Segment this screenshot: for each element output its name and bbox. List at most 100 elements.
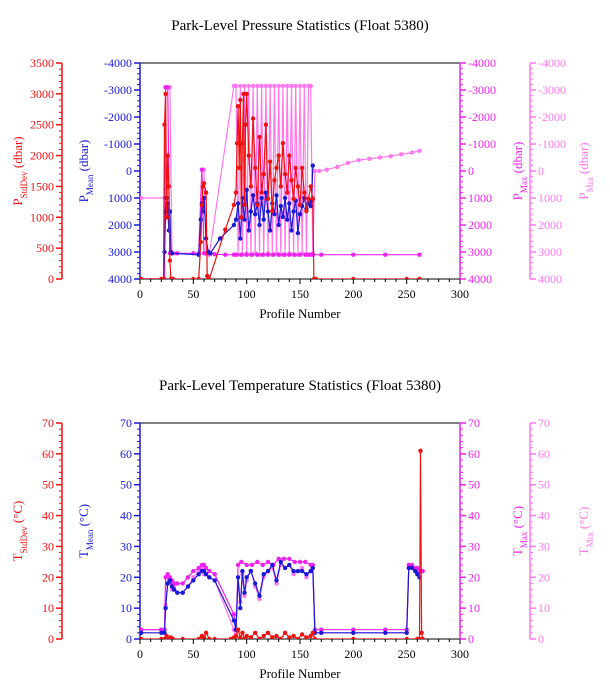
data-point-max	[196, 565, 201, 571]
data-point-max	[249, 252, 255, 257]
y-tick-label-min: 1000	[538, 191, 562, 205]
y-axis-label-max: PMax (dbar)	[510, 142, 529, 201]
data-point-mean	[383, 630, 388, 635]
data-point-min	[250, 83, 256, 89]
data-point-max	[249, 562, 255, 568]
data-point-stddev	[351, 636, 356, 639]
data-point-max	[297, 559, 303, 565]
x-tick-label: 100	[238, 647, 256, 661]
data-point-stddev	[140, 276, 144, 279]
data-point-mean	[413, 568, 418, 574]
data-point-min	[267, 83, 273, 89]
x-tick-label: 150	[291, 647, 309, 661]
x-tick-label: 250	[398, 287, 416, 301]
y-tick-label-max: 70	[468, 416, 480, 430]
data-point-stddev	[404, 636, 409, 639]
data-point-min	[291, 572, 296, 577]
y-tick-label-max: 0	[468, 632, 474, 646]
data-point-max	[239, 559, 244, 565]
data-point-max	[383, 252, 388, 257]
data-point-max	[207, 568, 212, 574]
data-point-mean	[244, 187, 249, 193]
y-tick-label-max: 3000	[468, 245, 492, 259]
data-point-max	[310, 252, 315, 257]
data-point-stddev	[248, 184, 254, 189]
data-point-stddev	[250, 116, 256, 121]
data-point-mean	[201, 568, 207, 574]
data-point-max	[185, 575, 191, 580]
data-point-mean	[295, 568, 301, 574]
data-point-min	[293, 83, 298, 89]
data-point-min	[276, 83, 281, 89]
data-point-min	[312, 168, 318, 174]
y-tick-label-max: 50	[468, 478, 480, 492]
data-point-stddev	[234, 141, 240, 146]
data-point-stddev	[170, 276, 176, 279]
data-point-mean	[259, 195, 264, 201]
data-point-mean	[299, 568, 305, 574]
y-tick-label-stddev: 70	[42, 416, 54, 430]
y-tick-label-stddev: 0	[48, 272, 54, 286]
data-point-mean	[207, 575, 212, 580]
data-point-stddev	[244, 91, 249, 97]
y-tick-label-min: 4000	[538, 272, 562, 286]
data-point-mean	[261, 572, 266, 577]
data-point-min	[199, 565, 205, 571]
y-tick-label-max: 40	[468, 509, 480, 523]
data-point-min	[297, 83, 303, 89]
y-axis-label-mean: TMean (°C)	[76, 504, 95, 558]
data-point-stddev	[162, 122, 167, 127]
x-tick-label: 150	[291, 287, 309, 301]
data-point-stddev	[223, 227, 228, 232]
data-point-stddev	[287, 635, 292, 639]
data-point-min	[289, 83, 294, 89]
data-point-mean	[250, 193, 256, 198]
data-point-mean	[265, 209, 271, 214]
data-point-mean	[171, 587, 177, 592]
data-point-stddev	[242, 202, 247, 208]
data-point-mean	[169, 584, 175, 589]
data-point-stddev	[196, 276, 201, 279]
data-point-mean	[274, 193, 279, 198]
data-point-stddev	[253, 630, 258, 635]
y-tick-label-mean: 4000	[108, 272, 132, 286]
data-point-max	[281, 556, 287, 561]
x-tick-label: 0	[137, 287, 143, 301]
data-point-mean	[167, 209, 173, 214]
y-tick-label-min: 30	[538, 539, 550, 553]
data-point-mean	[267, 228, 273, 233]
data-point-mean	[295, 230, 301, 236]
y-tick-label-max: 1000	[468, 191, 492, 205]
y-tick-label-mean: -1000	[104, 137, 132, 151]
data-point-mean	[291, 568, 296, 574]
data-point-stddev	[289, 178, 294, 183]
y-tick-label-mean: 60	[120, 447, 132, 461]
data-point-stddev	[285, 190, 290, 195]
data-point-mean	[185, 584, 191, 589]
data-point-stddev	[280, 141, 286, 146]
data-point-min	[417, 148, 422, 153]
data-point-min	[399, 152, 404, 157]
data-point-stddev	[417, 276, 422, 279]
data-point-mean	[289, 228, 294, 233]
chart-title: Park-Level Temperature Statistics (Float…	[159, 378, 441, 394]
data-point-stddev	[164, 215, 169, 220]
data-point-stddev	[212, 636, 217, 639]
data-point-max	[383, 627, 388, 632]
data-point-min	[274, 581, 279, 586]
data-point-stddev	[404, 276, 409, 279]
x-axis-label: Profile Number	[259, 666, 341, 681]
chart-panel-1: Park-Level Pressure Statistics (Float 53…	[10, 18, 595, 321]
y-tick-label-min: 60	[538, 447, 550, 461]
data-point-max	[244, 562, 249, 568]
data-point-stddev	[257, 636, 262, 639]
data-point-stddev	[248, 635, 254, 639]
data-point-max	[303, 252, 308, 257]
data-point-stddev	[261, 633, 266, 639]
data-point-mean	[287, 201, 292, 206]
y-axis-label-max: TMax (°C)	[510, 506, 529, 556]
data-point-mean	[265, 568, 271, 574]
data-point-stddev	[237, 165, 242, 171]
data-point-stddev	[246, 153, 251, 158]
